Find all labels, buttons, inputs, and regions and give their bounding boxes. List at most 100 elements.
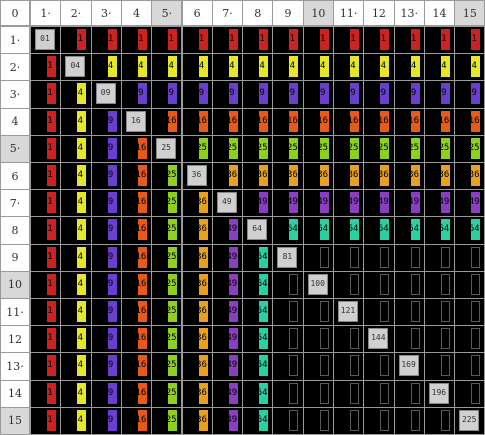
grid-cell[interactable]: 4 bbox=[423, 53, 456, 82]
grid-cell[interactable]: 25 bbox=[151, 134, 183, 163]
grid-cell[interactable]: 1 bbox=[30, 270, 62, 299]
grid-cell[interactable]: 4 bbox=[60, 352, 92, 381]
grid-cell[interactable]: 225 bbox=[454, 406, 485, 435]
grid-cell[interactable] bbox=[423, 352, 456, 381]
grid-cell[interactable]: 9 bbox=[90, 298, 122, 327]
grid-cell[interactable]: 16 bbox=[120, 298, 153, 327]
grid-cell[interactable]: 9 bbox=[90, 107, 122, 136]
grid-cell[interactable]: 1 bbox=[151, 26, 183, 55]
grid-cell[interactable]: 25 bbox=[151, 379, 183, 408]
grid-cell[interactable]: 1 bbox=[393, 26, 425, 55]
grid-cell[interactable] bbox=[333, 406, 365, 435]
grid-cell[interactable]: 1 bbox=[30, 53, 62, 82]
grid-cell[interactable]: 49 bbox=[211, 216, 244, 245]
grid-cell[interactable] bbox=[363, 352, 395, 381]
grid-cell[interactable] bbox=[454, 325, 485, 354]
column-header[interactable]: 15 bbox=[454, 0, 485, 26]
grid-cell[interactable]: 25 bbox=[302, 134, 334, 163]
grid-cell[interactable]: 64 bbox=[423, 216, 456, 245]
grid-cell[interactable]: 9 bbox=[272, 80, 304, 109]
grid-cell[interactable]: 1 bbox=[120, 26, 153, 55]
grid-cell[interactable] bbox=[363, 406, 395, 435]
grid-cell[interactable]: 36 bbox=[454, 162, 485, 191]
grid-cell[interactable]: 49 bbox=[211, 189, 244, 218]
grid-cell[interactable]: 64 bbox=[302, 216, 334, 245]
grid-cell[interactable]: 36 bbox=[181, 243, 213, 272]
grid-cell[interactable]: 25 bbox=[393, 134, 425, 163]
row-header[interactable]: 13· bbox=[0, 352, 30, 381]
grid-cell[interactable]: 4 bbox=[60, 406, 92, 435]
column-header[interactable]: 12 bbox=[363, 0, 395, 26]
grid-cell[interactable]: 49 bbox=[333, 189, 365, 218]
grid-cell[interactable]: 1 bbox=[302, 26, 334, 55]
grid-cell[interactable]: 1 bbox=[211, 26, 244, 55]
grid-cell[interactable]: 16 bbox=[363, 107, 395, 136]
grid-cell[interactable]: 25 bbox=[151, 406, 183, 435]
grid-cell[interactable]: 25 bbox=[151, 325, 183, 354]
grid-cell[interactable]: 4 bbox=[60, 107, 92, 136]
grid-cell[interactable]: 16 bbox=[120, 352, 153, 381]
grid-cell[interactable]: 1 bbox=[423, 26, 456, 55]
grid-cell[interactable] bbox=[333, 352, 365, 381]
grid-cell[interactable]: 64 bbox=[242, 216, 274, 245]
grid-cell[interactable] bbox=[363, 270, 395, 299]
row-header[interactable]: 8 bbox=[0, 216, 30, 245]
grid-cell[interactable]: 81 bbox=[272, 243, 304, 272]
grid-cell[interactable]: 09 bbox=[90, 80, 122, 109]
grid-cell[interactable]: 36 bbox=[181, 406, 213, 435]
grid-cell[interactable]: 1 bbox=[333, 26, 365, 55]
grid-cell[interactable]: 1 bbox=[272, 26, 304, 55]
grid-cell[interactable]: 36 bbox=[181, 352, 213, 381]
grid-cell[interactable] bbox=[333, 270, 365, 299]
grid-cell[interactable]: 1 bbox=[30, 243, 62, 272]
column-header[interactable]: 6 bbox=[181, 0, 213, 26]
grid-cell[interactable]: 16 bbox=[120, 270, 153, 299]
grid-cell[interactable]: 1 bbox=[30, 352, 62, 381]
grid-cell[interactable]: 25 bbox=[211, 134, 244, 163]
grid-cell[interactable]: 9 bbox=[90, 406, 122, 435]
grid-cell[interactable]: 1 bbox=[181, 26, 213, 55]
grid-cell[interactable]: 9 bbox=[90, 162, 122, 191]
grid-cell[interactable] bbox=[393, 298, 425, 327]
grid-cell[interactable]: 4 bbox=[181, 53, 213, 82]
grid-cell[interactable]: 1 bbox=[60, 26, 92, 55]
grid-cell[interactable]: 4 bbox=[60, 162, 92, 191]
grid-cell[interactable] bbox=[423, 270, 456, 299]
grid-cell[interactable]: 49 bbox=[363, 189, 395, 218]
grid-cell[interactable]: 49 bbox=[211, 270, 244, 299]
grid-cell[interactable]: 04 bbox=[60, 53, 92, 82]
grid-cell[interactable]: 16 bbox=[120, 406, 153, 435]
column-header[interactable]: 4 bbox=[120, 0, 153, 26]
grid-cell[interactable]: 9 bbox=[302, 80, 334, 109]
grid-cell[interactable]: 9 bbox=[90, 379, 122, 408]
grid-cell[interactable]: 64 bbox=[393, 216, 425, 245]
grid-cell[interactable]: 49 bbox=[211, 243, 244, 272]
grid-cell[interactable]: 4 bbox=[90, 53, 122, 82]
column-header[interactable]: 5· bbox=[151, 0, 183, 26]
grid-cell[interactable]: 49 bbox=[272, 189, 304, 218]
grid-cell[interactable]: 1 bbox=[30, 325, 62, 354]
grid-cell[interactable] bbox=[363, 243, 395, 272]
grid-cell[interactable]: 49 bbox=[211, 325, 244, 354]
grid-cell[interactable] bbox=[454, 379, 485, 408]
grid-cell[interactable]: 36 bbox=[181, 298, 213, 327]
grid-cell[interactable]: 4 bbox=[60, 80, 92, 109]
grid-cell[interactable]: 49 bbox=[242, 189, 274, 218]
grid-cell[interactable]: 64 bbox=[242, 406, 274, 435]
grid-cell[interactable]: 16 bbox=[272, 107, 304, 136]
grid-cell[interactable]: 169 bbox=[393, 352, 425, 381]
grid-cell[interactable]: 4 bbox=[60, 189, 92, 218]
grid-cell[interactable]: 16 bbox=[120, 379, 153, 408]
grid-cell[interactable] bbox=[302, 325, 334, 354]
grid-cell[interactable]: 16 bbox=[120, 243, 153, 272]
grid-cell[interactable] bbox=[272, 352, 304, 381]
grid-cell[interactable]: 36 bbox=[393, 162, 425, 191]
row-header[interactable]: 15 bbox=[0, 406, 30, 435]
grid-cell[interactable]: 49 bbox=[454, 189, 485, 218]
grid-cell[interactable]: 196 bbox=[423, 379, 456, 408]
grid-cell[interactable]: 121 bbox=[333, 298, 365, 327]
grid-cell[interactable]: 9 bbox=[211, 80, 244, 109]
grid-cell[interactable] bbox=[454, 298, 485, 327]
grid-cell[interactable]: 25 bbox=[151, 189, 183, 218]
grid-cell[interactable]: 36 bbox=[302, 162, 334, 191]
